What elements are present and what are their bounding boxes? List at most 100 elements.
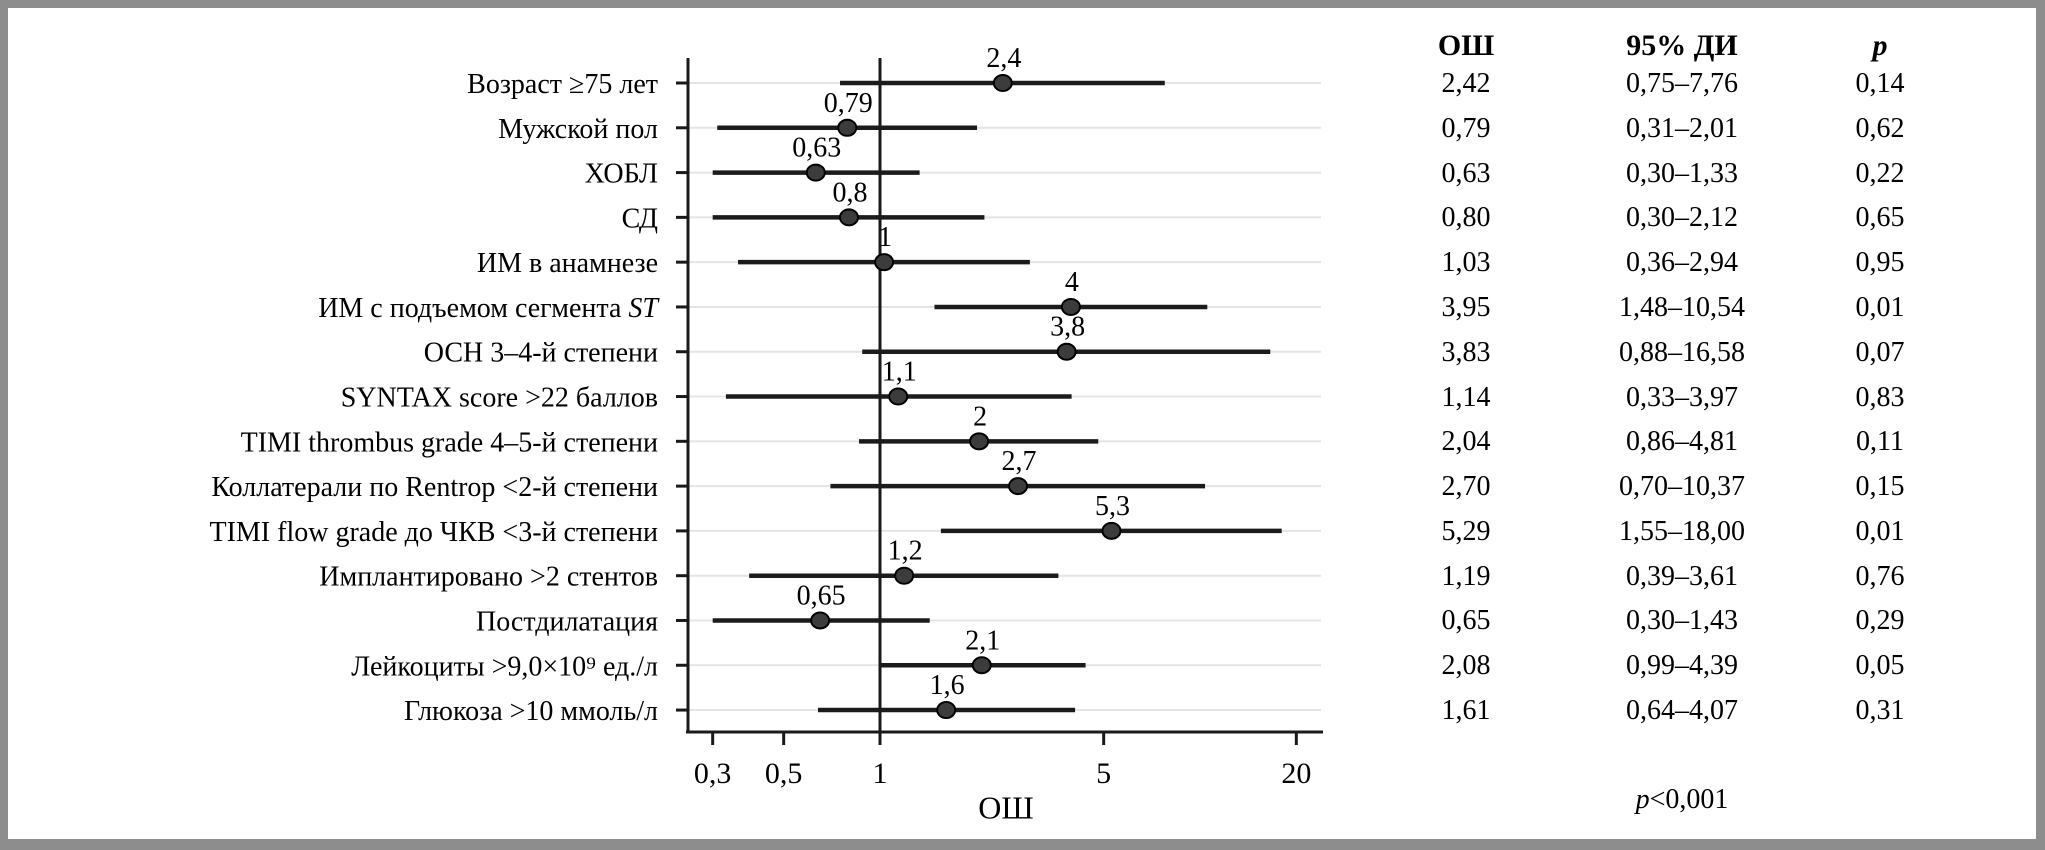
ci-value: 0,64–4,07	[1626, 695, 1738, 727]
or-point	[992, 74, 1013, 92]
or-value: 2,42	[1441, 68, 1491, 99]
or-point	[1056, 342, 1077, 361]
row-label: Имплантировано >2 стентов	[319, 562, 658, 593]
p-value: 0,14	[1855, 68, 1905, 99]
p-value: 0,62	[1855, 112, 1905, 144]
ci-value: 1,55–18,00	[1619, 515, 1745, 547]
row-label: Коллатерали по Rentrop <2-й степени	[211, 472, 658, 503]
or-value: 0,65	[1441, 605, 1491, 637]
or-value: 0,79	[1441, 112, 1491, 144]
ci-value: 0,36–2,94	[1626, 247, 1738, 279]
or-point	[894, 566, 915, 585]
p-value: 0,65	[1855, 202, 1905, 234]
p-value: 0,05	[1855, 650, 1905, 682]
or-value: 1,03	[1441, 247, 1491, 279]
or-point	[969, 432, 990, 451]
ci-value: 0,33–3,97	[1626, 381, 1738, 413]
ci-value: 0,30–1,43	[1626, 605, 1738, 637]
or-point	[837, 118, 858, 137]
point-label: 0,65	[797, 580, 846, 611]
table-header-p: p	[1872, 29, 1888, 62]
x-tick-label: 20	[1281, 757, 1311, 790]
point-label: 1	[878, 222, 892, 253]
x-tick-label: 5	[1096, 757, 1111, 790]
ci-value: 0,30–1,33	[1626, 157, 1738, 189]
or-value: 1,61	[1441, 695, 1491, 727]
figure-background	[8, 8, 2036, 839]
p-value: 0,95	[1855, 247, 1905, 279]
ci-value: 0,30–2,12	[1626, 202, 1738, 234]
x-axis-title: ОШ	[978, 789, 1034, 826]
row-label: Глюкоза >10 ммоль/л	[404, 696, 658, 727]
x-tick-label: 1	[873, 757, 888, 790]
p-value: 0,31	[1855, 695, 1905, 727]
point-label: 1,1	[882, 357, 917, 388]
p-value: 0,29	[1855, 605, 1905, 637]
or-value: 0,80	[1441, 202, 1491, 234]
or-point	[874, 253, 895, 272]
or-value: 5,29	[1441, 515, 1491, 547]
or-value: 2,04	[1441, 426, 1491, 458]
point-label: 0,63	[792, 133, 841, 164]
point-label: 0,79	[824, 88, 873, 119]
or-value: 2,08	[1441, 650, 1491, 682]
row-label: ОСН 3–4-й степени	[424, 338, 658, 369]
row-label: SYNTAX score >22 баллов	[341, 383, 658, 414]
row-label: Лейкоциты >9,0×10⁹ ед./л	[351, 651, 658, 682]
ci-value: 0,88–16,58	[1619, 336, 1745, 368]
row-label: Возраст ≥75 лет	[467, 69, 658, 100]
point-label: 2,4	[986, 43, 1021, 74]
or-point	[936, 701, 957, 720]
point-label: 1,2	[888, 536, 923, 567]
p-value: 0,11	[1856, 426, 1904, 458]
or-point	[810, 611, 831, 630]
point-label: 4	[1065, 267, 1079, 298]
row-label: TIMI thrombus grade 4–5-й степени	[241, 427, 658, 458]
p-value: 0,01	[1855, 291, 1905, 323]
ci-value: 0,31–2,01	[1626, 112, 1738, 144]
row-label: Постдилатация	[476, 606, 658, 637]
ci-value: 0,70–10,37	[1619, 471, 1745, 503]
x-tick-label: 0,5	[765, 757, 803, 790]
table-header-or: ОШ	[1437, 29, 1495, 62]
point-label: 2	[973, 401, 987, 432]
or-value: 3,95	[1441, 291, 1491, 323]
ci-value: 0,39–3,61	[1626, 560, 1738, 592]
point-label: 5,3	[1095, 491, 1130, 522]
point-label: 0,8	[832, 177, 867, 208]
or-point	[888, 387, 909, 406]
p-value: 0,15	[1855, 471, 1905, 503]
overall-p-note: p<0,001	[1636, 784, 1729, 816]
overall-p-value: <0,001	[1649, 784, 1729, 815]
ci-value: 0,86–4,81	[1626, 426, 1738, 458]
or-point	[1008, 477, 1029, 496]
or-point	[838, 208, 859, 227]
or-value: 3,83	[1441, 336, 1491, 368]
point-label: 3,8	[1050, 312, 1085, 343]
or-value: 2,70	[1441, 471, 1491, 503]
row-label: СД	[622, 203, 658, 234]
table-header-ci: 95% ДИ	[1626, 29, 1738, 62]
point-label: 2,7	[1002, 446, 1037, 477]
or-value: 0,63	[1441, 157, 1491, 189]
or-point	[1060, 297, 1081, 316]
or-point	[1101, 521, 1122, 540]
p-value: 0,76	[1855, 560, 1905, 592]
p-value: 0,07	[1855, 336, 1905, 368]
p-value: 0,83	[1855, 381, 1905, 413]
point-label: 2,1	[965, 625, 1000, 656]
or-value: 1,14	[1441, 381, 1491, 413]
p-value: 0,22	[1855, 157, 1905, 189]
overall-p-symbol: p	[1635, 784, 1650, 815]
row-label: ИМ в анамнезе	[477, 248, 658, 279]
or-value: 1,19	[1441, 560, 1491, 592]
row-label: TIMI flow grade до ЧКВ <3-й степени	[209, 517, 658, 548]
or-point	[971, 656, 992, 675]
point-label: 1,6	[930, 670, 965, 701]
or-point	[805, 163, 826, 182]
p-value: 0,01	[1855, 515, 1905, 547]
row-label: ХОБЛ	[585, 159, 658, 190]
ci-value: 0,75–7,76	[1626, 68, 1738, 99]
